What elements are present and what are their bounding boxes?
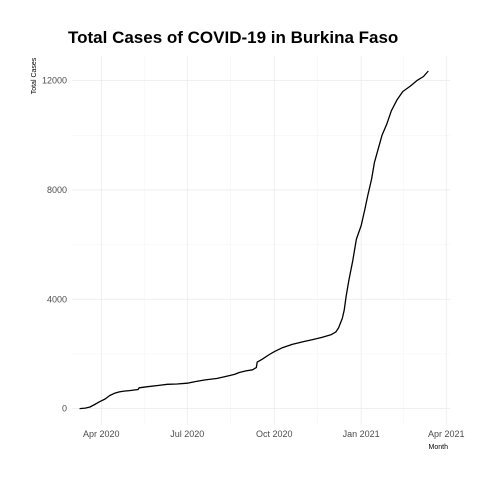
x-tick-label: Oct 2020 bbox=[256, 429, 293, 439]
y-axis-title: Total Cases bbox=[31, 57, 38, 94]
y-tick-label: 8000 bbox=[47, 185, 67, 195]
total-cases-line bbox=[80, 71, 429, 409]
x-axis-title: Month bbox=[429, 444, 449, 451]
y-tick-label: 0 bbox=[62, 404, 67, 414]
y-tick-label: 12000 bbox=[42, 76, 67, 86]
x-tick-label: Apr 2021 bbox=[428, 429, 465, 439]
grid bbox=[72, 56, 450, 425]
x-tick-label: Apr 2020 bbox=[83, 429, 120, 439]
y-tick-label: 4000 bbox=[47, 294, 67, 304]
x-tick-label: Jul 2020 bbox=[170, 429, 204, 439]
chart-title: Total Cases of COVID-19 in Burkina Faso bbox=[68, 28, 398, 47]
series-group bbox=[80, 71, 429, 409]
tick-labels: 0 4000 8000 12000 Apr 2020 Jul 2020 Oct 2020 Ja… bbox=[42, 76, 465, 439]
x-tick-label: Jan 2021 bbox=[343, 429, 380, 439]
